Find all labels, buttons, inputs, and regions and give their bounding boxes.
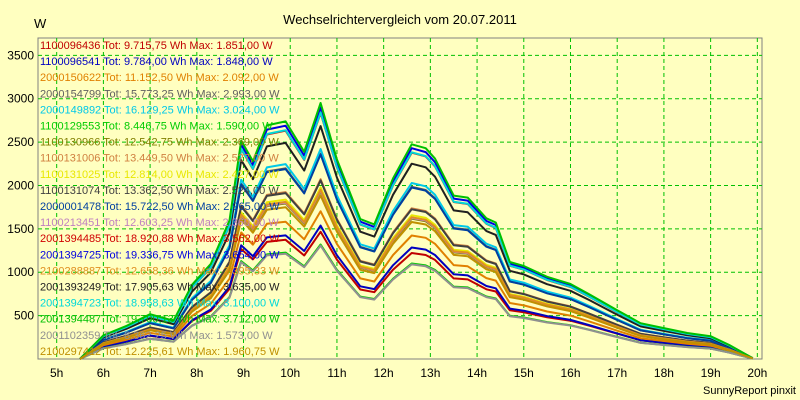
y-tick-label: 1500 [7,222,34,236]
x-tick-label: 10h [280,366,300,380]
x-tick-label: 9h [237,366,250,380]
legend-entry-8: 1100131006 Tot: 13.449,50 Wh Max: 2.527,… [40,153,279,165]
chart-title: Wechselrichtervergleich vom 20.07.2011 [283,12,517,27]
y-tick-label: 3500 [7,48,34,62]
series-line-19 [79,244,753,360]
series-line-18 [79,102,754,360]
legend-entry-16: 2001393249 Tot: 17.905,63 Wh Max: 3.635,… [40,282,280,294]
legend: 1100096436 Tot: 9.715,75 Wh Max: 1.851,0… [40,40,280,358]
x-tick-label: 16h [560,366,580,380]
plot-area [37,37,763,360]
legend-entry-14: 2001394725 Tot: 19.336,75 Wh Max: 3.654,… [40,249,280,261]
x-tick-label: 14h [467,366,487,380]
x-tick-label: 20h [747,366,767,380]
legend-entry-19: 2001102359 Tot: 8.362,25 Wh Max: 1.573,0… [40,330,273,342]
x-tick-label: 12h [374,366,394,380]
legend-entry-13: 2001394485 Tot: 18.920,88 Wh Max: 3.562,… [40,233,280,245]
legend-entry-17: 2001394723 Tot: 18.958,63 Wh Max: 3.100,… [40,298,280,310]
series-line-17 [79,111,754,360]
y-tick-label: 3000 [7,92,34,106]
legend-entry-4: 2000154799 Tot: 15.773,25 Wh Max: 2.993,… [40,88,280,100]
y-axis: 500 1000 1500 2000 2500 3000 3500 [7,48,34,322]
y-tick-label: 2500 [7,135,34,149]
legend-entry-6: 1100129553 Tot: 8.446,75 Wh Max: 1.590,0… [40,121,273,133]
series-line-2 [79,224,753,360]
y-tick-label: 2000 [7,178,34,192]
legend-entry-11: 2000001478 Tot: 15.722,50 Wh Max: 2.965,… [40,201,280,213]
legend-entry-1: 1100096436 Tot: 9.715,75 Wh Max: 1.851,0… [40,40,273,52]
x-tick-label: 5h [50,366,63,380]
legend-entry-12: 1100213451 Tot: 12.603,25 Wh Max: 2.360,… [40,217,279,229]
y-tick-label: 500 [14,309,34,323]
x-tick-label: 15h [514,366,534,380]
legend-entry-10: 1100131074 Tot: 13.362,50 Wh Max: 2.524,… [40,185,279,197]
series-line-20 [79,194,754,360]
y-axis-label: W [34,16,47,31]
x-tick-label: 19h [701,366,721,380]
x-tick-label: 18h [654,366,674,380]
series-line-3 [79,210,754,360]
series-lines [79,102,754,360]
legend-entry-5: 2000149892 Tot: 16.129,25 Wh Max: 3.024,… [40,104,280,116]
legend-entry-15: 2100288887 Tot: 12.658,36 Wh Max: 2.395,… [40,265,280,277]
legend-entry-20: 2100297412 Tot: 12.225,61 Wh Max: 1.960,… [40,346,280,358]
series-line-16 [79,125,754,360]
footer-credit: SunnyReport pinxit [703,385,796,397]
legend-entry-18: 2001394487 Tot: 19.700,13 Wh Max: 3.712,… [40,314,280,326]
legend-entry-9: 1100131025 Tot: 12.814,00 Wh Max: 2.427,… [40,169,279,181]
series-line-10 [79,179,754,360]
x-tick-label: 17h [607,366,627,380]
x-tick-label: 6h [97,366,110,380]
legend-entry-7: 1100130966 Tot: 12.542,75 Wh Max: 2.369,… [40,137,279,149]
series-line-15 [79,188,754,360]
x-tick-label: 8h [190,366,203,380]
legend-entry-3: 2000150622 Tot: 11.152,50 Wh Max: 2.092,… [40,72,279,84]
x-tick-label: 11h [327,366,346,380]
series-line-11 [79,153,754,360]
x-tick-label: 7h [143,366,156,380]
x-axis: 5h 6h 7h 8h 9h 10h 11h 12h 13h 14h 15h 16h 17h 18h 19h… [50,366,767,380]
y-tick-label: 1000 [7,265,34,279]
x-tick-label: 13h [420,366,440,380]
legend-entry-2: 1100096541 Tot: 9.784,00 Wh Max: 1.848,0… [40,56,273,68]
